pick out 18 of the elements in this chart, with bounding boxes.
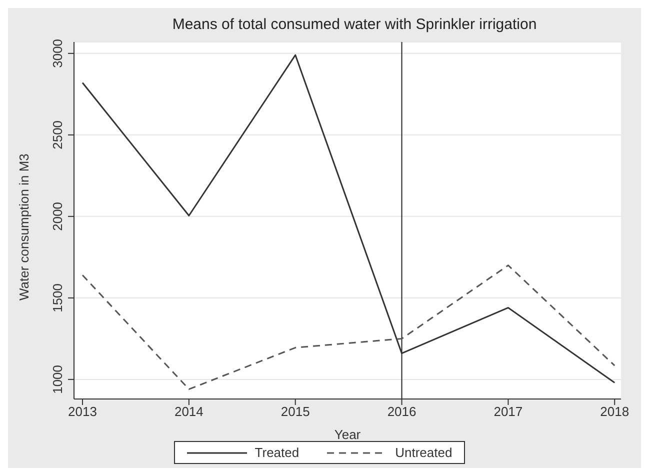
y-tick-label: 3000	[50, 38, 65, 68]
x-tick-label: 2013	[68, 404, 97, 420]
x-tick-label: 2015	[280, 404, 310, 420]
y-tick-label: 1500	[50, 283, 65, 312]
x-tick-label: 2014	[174, 404, 204, 420]
legend-label: Treated	[254, 445, 300, 460]
y-tick-label: 2000	[50, 202, 65, 231]
y-tick-label: 1000	[50, 364, 65, 394]
x-tick-label: 2018	[600, 404, 630, 420]
chart-title: Means of total consumed water with Sprinkler irrigation	[171, 15, 538, 35]
legend-label: Untreated	[394, 445, 452, 460]
x-tick-label: 2016	[387, 404, 416, 420]
x-axis-title: Year	[334, 427, 362, 442]
x-tick-label: 2017	[494, 404, 523, 420]
line-series	[82, 54, 616, 384]
line-series	[82, 264, 616, 390]
y-axis-title: Water consumption in M3	[16, 154, 32, 300]
y-tick-label: 2500	[50, 120, 65, 150]
